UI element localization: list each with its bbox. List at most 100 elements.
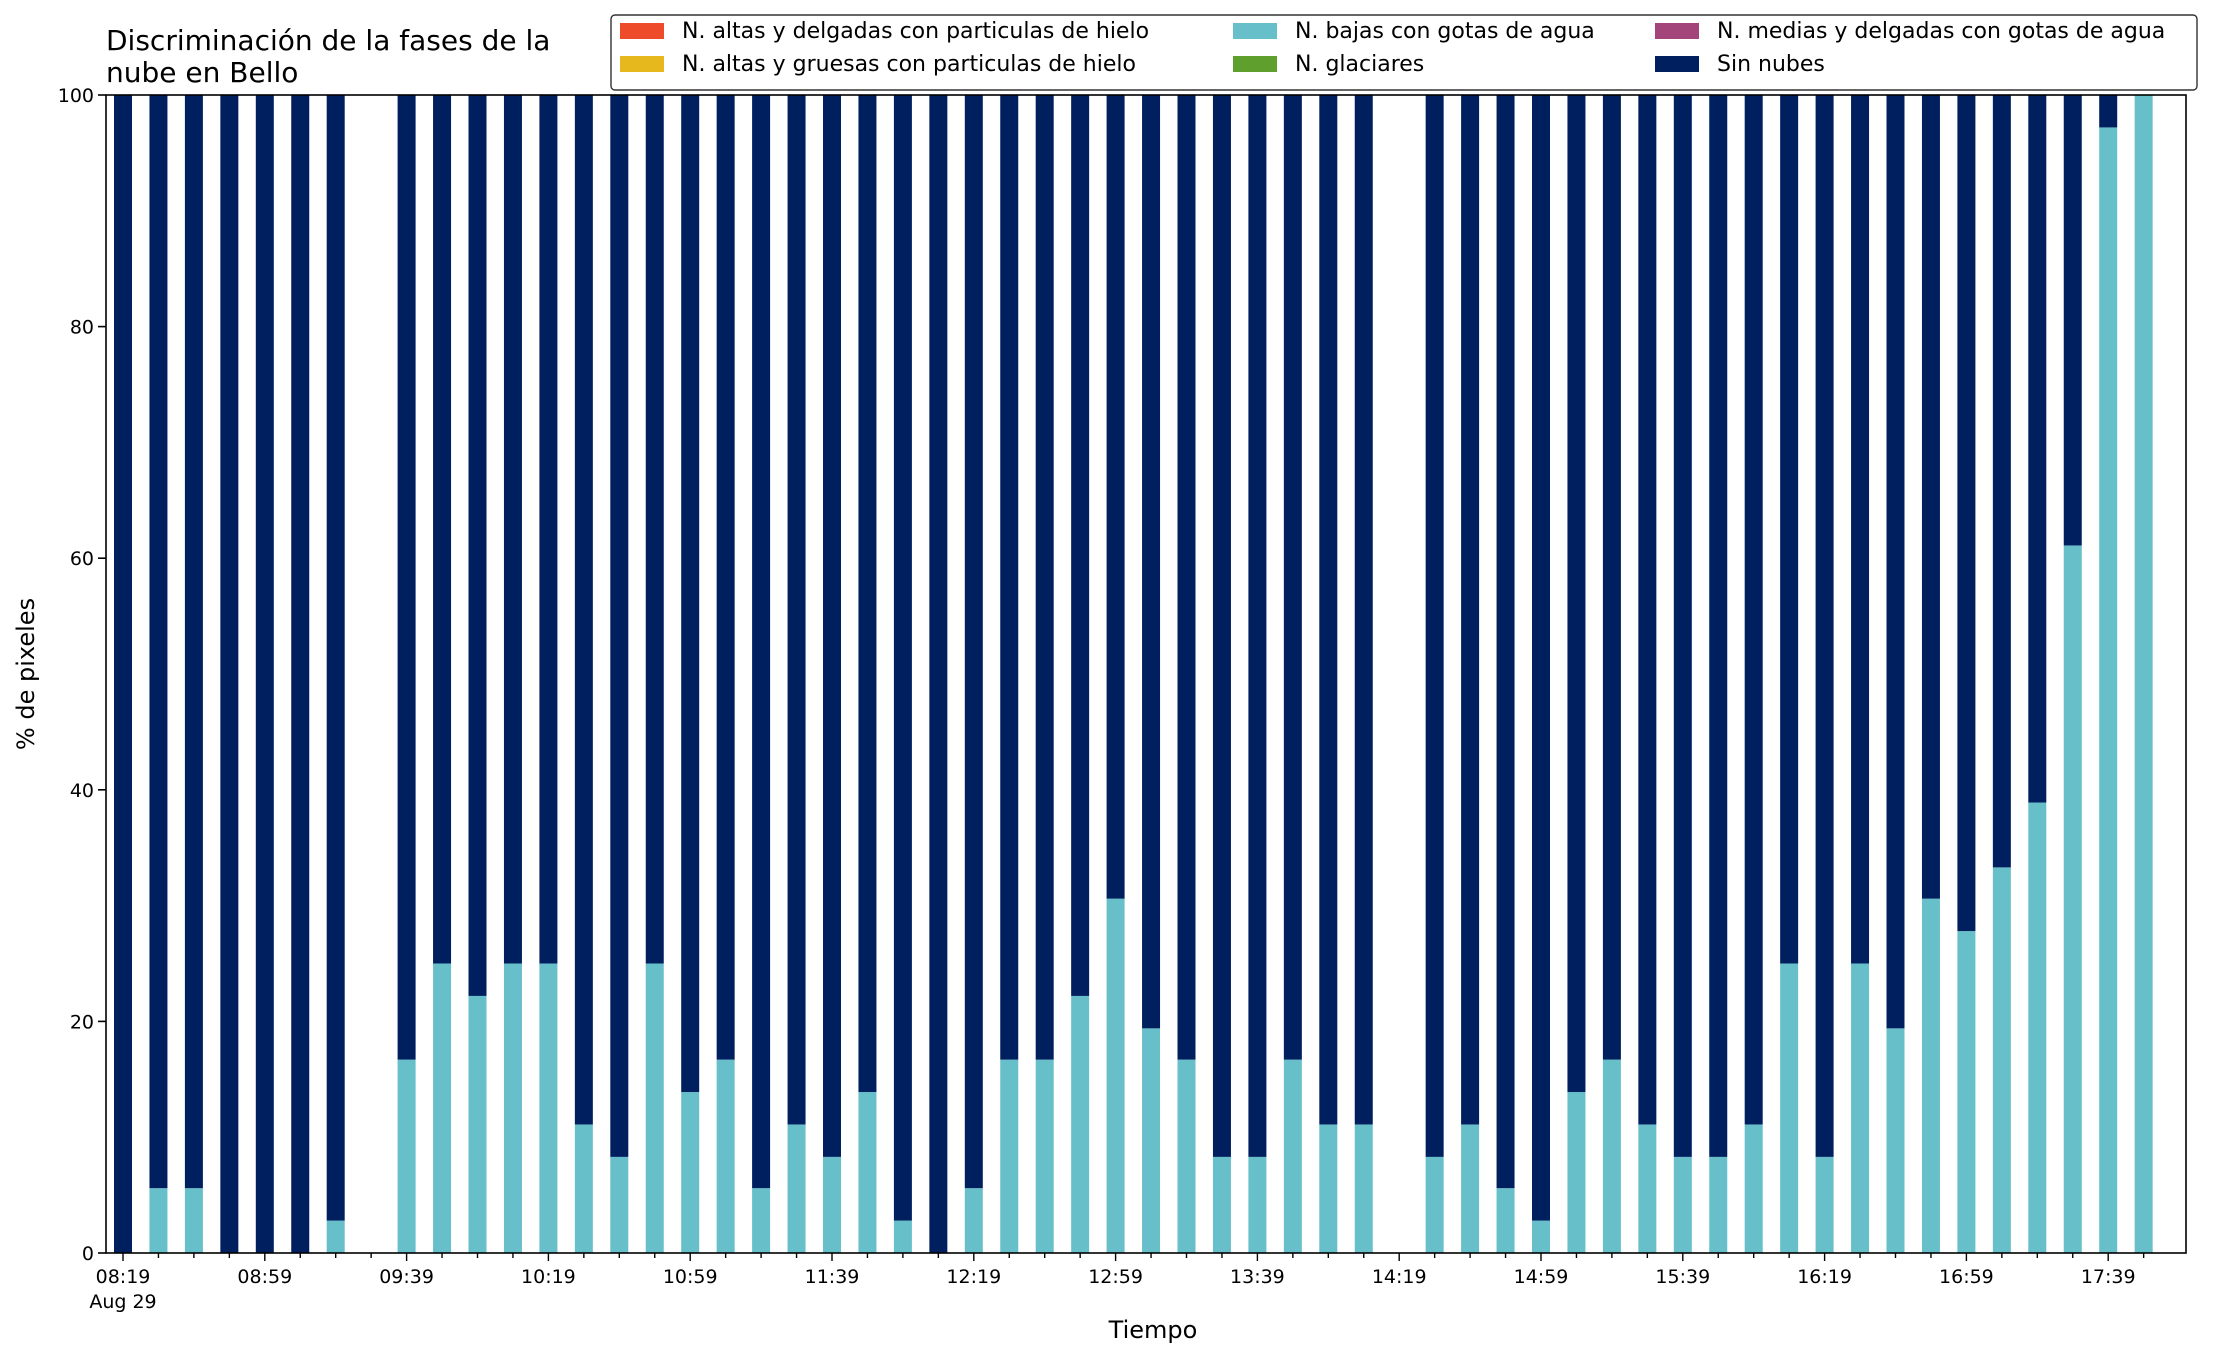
x-tick-label: 10:19 [521,1266,576,1288]
y-axis-label: % de pixeles [12,598,40,750]
bar-15:29-series-5 [1638,95,1657,1125]
bar-17:49-series-2 [2134,95,2153,1253]
bar-16:09-series-2 [1780,963,1799,1253]
bar-17:39-series-5 [2099,95,2118,128]
bar-13:39-series-2 [1248,1156,1267,1253]
x-tick-label: 14:59 [1514,1266,1569,1288]
bar-11:39-series-5 [823,95,841,1157]
bar-13:39-series-5 [1248,95,1267,1157]
y-tick-label: 0 [82,1243,94,1265]
x-tick-label: 16:19 [1797,1266,1852,1288]
bar-15:39-series-5 [1673,95,1692,1157]
bar-09:09-series-5 [291,95,310,1253]
bar-10:29-series-2 [574,1124,593,1253]
bar-11:19-series-5 [752,95,771,1189]
bar-12:09-series-5 [929,95,948,1253]
y-tick-label: 80 [70,317,94,339]
bar-10:49-series-5 [645,95,664,964]
x-tick-label: 10:59 [663,1266,718,1288]
bar-14:29-series-5 [1425,95,1444,1157]
bar-15:49-series-2 [1709,1156,1728,1253]
bar-10:39-series-2 [610,1156,629,1253]
legend-swatch [620,23,664,39]
bar-11:49-series-5 [858,95,877,1093]
bar-11:59-series-2 [893,1220,912,1253]
bar-08:29-series-5 [149,95,168,1189]
bar-11:39-series-2 [823,1156,841,1253]
bar-10:39-series-5 [610,95,629,1157]
legend-label: N. medias y delgadas con gotas de agua [1717,19,2165,44]
bar-13:59-series-5 [1319,95,1338,1125]
x-tick-label: 08:19 [96,1266,151,1288]
bar-17:19-series-2 [2028,802,2047,1253]
chart-title-line-1: Discriminación de la fases de la [106,24,550,57]
bar-16:19-series-5 [1815,95,1834,1157]
bar-13:59-series-2 [1319,1124,1338,1253]
legend-swatch [1233,23,1277,39]
bar-10:49-series-2 [645,963,664,1253]
bar-14:59-series-5 [1532,95,1550,1221]
bar-17:19-series-5 [2028,95,2047,803]
bar-16:29-series-5 [1851,95,1870,964]
bar-13:09-series-2 [1142,1028,1161,1253]
bar-10:59-series-5 [681,95,700,1093]
bar-11:49-series-2 [858,1092,877,1253]
bar-16:09-series-5 [1780,95,1799,964]
bar-09:49-series-2 [433,963,452,1253]
x-tick-label: 12:19 [946,1266,1001,1288]
bar-11:59-series-5 [893,95,912,1221]
bar-17:29-series-5 [2063,95,2082,546]
x-tick-label: 11:39 [805,1266,860,1288]
bar-08:49-series-5 [220,95,239,1253]
bar-14:59-series-2 [1532,1220,1550,1253]
legend-swatch [1233,56,1277,72]
bar-09:19-series-5 [326,95,345,1221]
bar-13:19-series-5 [1177,95,1196,1060]
x-axis-label: Tiempo [1108,1316,1198,1344]
bar-09:39-series-2 [397,1059,416,1253]
bar-17:09-series-5 [1992,95,2011,868]
legend-swatch [620,56,664,72]
bar-08:19-series-5 [114,95,132,1253]
bar-12:49-series-2 [1071,995,1090,1253]
bar-09:49-series-5 [433,95,452,964]
legend-label: N. glaciares [1295,52,1424,77]
bar-15:39-series-2 [1673,1156,1692,1253]
y-tick-label: 60 [70,548,94,570]
bars-layer [114,95,2153,1253]
bar-14:49-series-5 [1496,95,1515,1189]
x-tick-label: 12:59 [1088,1266,1143,1288]
bar-14:09-series-5 [1354,95,1373,1125]
x-axis: 08:19 08:59 09:39 10:19 10:59 11:39 12:19 12:59… [89,1253,2145,1313]
bar-15:09-series-2 [1567,1092,1586,1253]
bar-15:19-series-5 [1602,95,1621,1060]
bar-11:19-series-2 [752,1188,771,1253]
x-tick-label: 17:39 [2081,1266,2136,1288]
plot-frame [105,94,2187,1254]
x-tick-label: 14:19 [1372,1266,1427,1288]
bar-15:19-series-2 [1602,1059,1621,1253]
x-tick-date-label: Aug 29 [89,1291,156,1313]
legend-box [610,14,2198,91]
y-tick-label: 100 [58,85,94,107]
legend-label: Sin nubes [1717,52,1825,77]
legend-swatch [1655,23,1699,39]
bar-17:29-series-2 [2063,545,2082,1253]
bar-11:29-series-5 [787,95,806,1125]
bar-12:19-series-5 [964,95,983,1189]
bar-10:29-series-5 [574,95,593,1125]
bar-12:49-series-5 [1071,95,1090,996]
bar-09:39-series-5 [397,95,416,1060]
bar-16:59-series-2 [1957,931,1976,1253]
bar-13:49-series-5 [1283,95,1302,1060]
bar-12:19-series-2 [964,1188,983,1253]
bar-15:49-series-5 [1709,95,1728,1157]
bar-15:59-series-2 [1744,1124,1763,1253]
bar-09:59-series-2 [468,995,487,1253]
bar-15:09-series-5 [1567,95,1586,1093]
chart-title-line-2: nube en Bello [106,56,298,89]
bar-17:09-series-2 [1992,867,2011,1253]
bar-12:29-series-2 [1000,1059,1019,1253]
